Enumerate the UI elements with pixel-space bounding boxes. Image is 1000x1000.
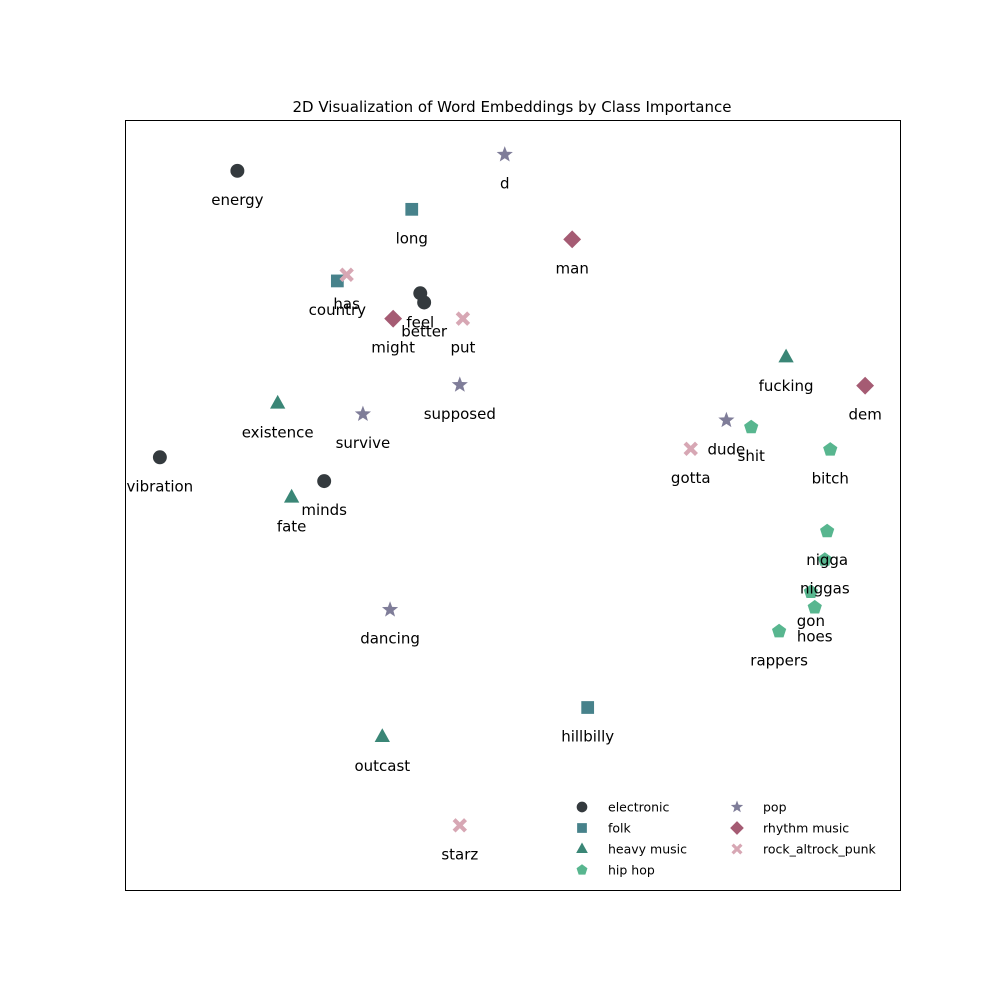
point-label-dem: dem: [848, 406, 881, 424]
point-minds: [317, 474, 332, 489]
point-label-country: country: [309, 301, 366, 319]
point-existence: [270, 394, 286, 409]
point-energy: [230, 163, 245, 178]
point-put: [455, 311, 471, 326]
point-label-put: put: [450, 339, 475, 357]
point-starz: [452, 818, 468, 833]
point-label-nigga: nigga: [806, 551, 848, 569]
point-dude: [718, 411, 735, 428]
point-fucking: [778, 348, 794, 363]
point-dancing: [381, 601, 399, 617]
legend-label: electronic: [608, 800, 670, 815]
plot-frame: [125, 120, 901, 891]
point-label-energy: energy: [211, 191, 263, 209]
point-hillbilly: [581, 701, 595, 714]
point-label-gon: gon: [797, 612, 825, 630]
legend-label: hip hop: [608, 863, 655, 878]
point-bitch: [823, 442, 838, 456]
point-d: [496, 146, 513, 162]
point-label-niggas: niggas: [800, 580, 850, 598]
point-fate: [283, 488, 300, 503]
point-gon: [803, 584, 818, 599]
point-label-d: d: [500, 175, 510, 193]
point-label-fucking: fucking: [759, 377, 814, 395]
point-country: [330, 274, 344, 288]
point-label-survive: survive: [336, 434, 391, 452]
legend-label: folk: [608, 821, 632, 836]
legend-marker: [577, 823, 587, 833]
point-nigga: [820, 523, 835, 538]
point-label-shit: shit: [738, 447, 765, 465]
point-label-vibration: vibration: [127, 477, 194, 495]
point-vibration: [152, 450, 167, 465]
legend-label: rock_altrock_punk: [763, 842, 877, 857]
legend-label: pop: [763, 800, 787, 815]
point-man: [563, 230, 582, 249]
point-label-fate: fate: [277, 517, 307, 535]
point-label-dude: dude: [708, 440, 746, 458]
point-label-better: better: [401, 322, 448, 340]
point-label-has: has: [333, 295, 360, 313]
point-label-long: long: [396, 229, 428, 247]
point-label-minds: minds: [301, 501, 347, 519]
point-label-gotta: gotta: [671, 469, 711, 487]
point-rappers: [771, 623, 787, 638]
point-label-outcast: outcast: [354, 757, 410, 775]
legend-item-pop: pop: [730, 800, 787, 815]
point-dem: [856, 376, 875, 395]
point-supposed: [451, 376, 468, 392]
legend-item-rock-altrock-punk: rock_altrock_punk: [731, 842, 877, 857]
point-label-supposed: supposed: [424, 405, 496, 423]
legend-marker: [731, 843, 743, 855]
legend-marker: [730, 821, 744, 835]
point-better: [417, 295, 432, 310]
point-survive: [354, 405, 372, 422]
point-label-dancing: dancing: [360, 630, 420, 648]
points-layer: [152, 146, 875, 833]
point-niggas: [817, 552, 832, 566]
point-long: [405, 202, 419, 216]
point-label-starz: starz: [441, 845, 478, 863]
legend-item-hip-hop: hip hop: [576, 863, 655, 878]
point-label-hoes: hoes: [797, 627, 833, 645]
legend-marker: [576, 864, 588, 875]
point-label-might: might: [371, 339, 415, 357]
legend-item-heavy-music: heavy music: [576, 842, 687, 857]
point-might: [384, 309, 403, 328]
legend-label: heavy music: [608, 842, 687, 857]
point-label-feel: feel: [406, 313, 434, 331]
point-label-rappers: rappers: [750, 651, 808, 669]
legend-marker: [576, 801, 588, 813]
chart-title: 2D Visualization of Word Embeddings by C…: [293, 98, 732, 116]
legend-marker: [576, 842, 588, 854]
legend-marker: [730, 800, 744, 813]
point-label-man: man: [556, 259, 589, 277]
point-label-hillbilly: hillbilly: [561, 728, 614, 746]
point-shit: [744, 419, 759, 434]
point-has: [339, 267, 354, 282]
point-gotta: [683, 441, 698, 457]
legend: electronic folk heavy music hip hop pop rhyth…: [576, 800, 877, 878]
point-hoes: [807, 599, 822, 614]
point-label-bitch: bitch: [812, 470, 849, 488]
legend-item-rhythm-music: rhythm music: [730, 821, 849, 836]
point-outcast: [374, 728, 390, 743]
legend-item-electronic: electronic: [576, 800, 670, 815]
point-label-existence: existence: [242, 423, 314, 441]
legend-label: rhythm music: [763, 821, 849, 836]
legend-item-folk: folk: [577, 821, 632, 836]
